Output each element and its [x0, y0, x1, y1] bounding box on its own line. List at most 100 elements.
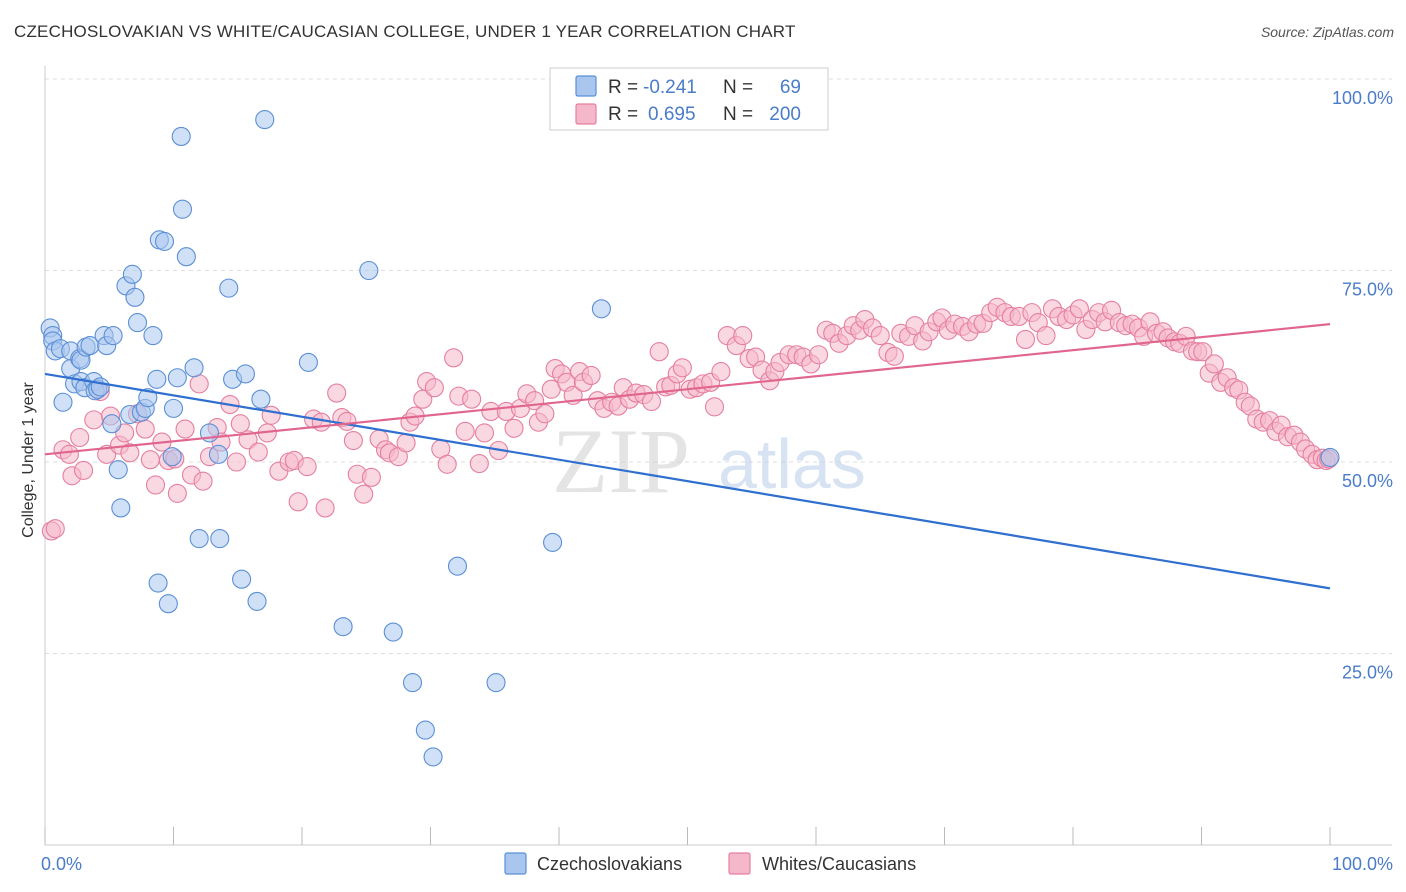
czechoslovakian-point-50 — [219, 278, 239, 298]
white-caucasian-point-7 — [84, 410, 104, 430]
white-caucasian-point-30 — [226, 452, 247, 472]
czechoslovakian-point-42 — [171, 126, 191, 146]
czechoslovakian-point-18 — [90, 377, 110, 397]
y-tick-label-1: 75.0% — [1342, 280, 1393, 300]
white-caucasian-point-66 — [462, 389, 482, 409]
legend-swatch-blue — [575, 75, 597, 97]
legend-r-label-blue: R = — [608, 77, 638, 98]
white-caucasian-point-63 — [444, 348, 464, 368]
white-caucasian-point-15 — [135, 419, 155, 439]
white-caucasian-point-99 — [672, 358, 692, 378]
watermark-atlas: atlas — [718, 425, 866, 503]
czechoslovakian-point-38 — [158, 594, 178, 614]
watermark: ZIP atlas — [552, 410, 866, 512]
y-axis-title: College, Under 1 year — [20, 382, 37, 538]
source-label: Source: ZipAtlas.com — [1260, 24, 1394, 40]
white-caucasian-point-6 — [74, 460, 94, 480]
czechoslovakian-point-57 — [298, 352, 318, 372]
czechoslovakian-point-65 — [486, 673, 506, 693]
czechoslovakian-point-21 — [102, 414, 122, 434]
legend-n-label-blue: N = — [723, 77, 753, 98]
czechoslovakian-point-67 — [591, 299, 611, 319]
white-caucasian-point-3 — [59, 444, 79, 464]
czechoslovakian-point-63 — [423, 747, 443, 767]
white-caucasian-point-50 — [361, 467, 381, 487]
czechoslovakian-point-39 — [162, 447, 182, 467]
y-tick-label-3: 25.0% — [1342, 663, 1393, 683]
white-caucasian-point-12 — [115, 423, 135, 443]
x-tick-label-1: 100.0% — [1332, 854, 1393, 874]
czechoslovakian-point-45 — [184, 358, 204, 378]
white-caucasian-point-94 — [641, 391, 662, 412]
czechoslovakian-point-5 — [53, 392, 73, 412]
czechoslovakian-point-48 — [208, 444, 229, 464]
y-tick-label-2: 50.0% — [1342, 471, 1393, 491]
white-caucasian-point-60 — [424, 378, 444, 398]
white-caucasian-trend-line — [44, 323, 1331, 456]
white-caucasian-point-33 — [248, 442, 268, 462]
watermark-zip: ZIP — [552, 410, 690, 512]
white-caucasian-point-43 — [315, 498, 335, 518]
white-caucasian-point-47 — [343, 431, 363, 451]
bottom-legend-swatch-blue — [504, 852, 527, 875]
czechoslovakian-trend-line — [44, 372, 1331, 590]
czechoslovakian-point-61 — [402, 673, 423, 693]
czechoslovakian-point-59 — [359, 260, 379, 281]
white-caucasian-point-21 — [167, 483, 187, 503]
white-caucasian-point-5 — [70, 427, 90, 448]
y-tick-label-0: 100.0% — [1332, 88, 1393, 108]
czechoslovakian-point-58 — [333, 617, 353, 637]
czechoslovakian-point-27 — [122, 264, 142, 284]
czechoslovakian-point-54 — [247, 591, 267, 611]
legend-n-value-blue: 69 — [780, 77, 801, 98]
x-tick-label-0: 0.0% — [41, 854, 82, 874]
white-caucasian-point-72 — [504, 418, 524, 438]
legend-swatch-pink — [575, 103, 597, 125]
czechoslovakian-point-55 — [251, 389, 271, 409]
czechoslovakian-point-23 — [108, 460, 128, 480]
white-caucasian-point-49 — [354, 484, 374, 504]
white-caucasian-point-24 — [189, 374, 209, 394]
series-czechoslovakians — [40, 110, 1340, 767]
white-caucasian-point-25 — [193, 471, 213, 491]
white-caucasian-point-157 — [1069, 299, 1089, 319]
bottom-legend-swatch-pink — [728, 852, 751, 875]
bottom-legend-label-blue: Czechoslovakians — [537, 854, 682, 874]
white-caucasian-point-16 — [140, 450, 160, 470]
czechoslovakian-point-33 — [143, 326, 163, 346]
white-caucasian-point-44 — [327, 383, 347, 403]
czechoslovakian-point-24 — [111, 498, 131, 518]
czechoslovakian-point-22 — [103, 326, 123, 346]
czechoslovakian-point-41 — [167, 368, 187, 388]
white-caucasian-point-149 — [1015, 329, 1036, 349]
czechoslovakian-point-60 — [383, 622, 403, 642]
white-caucasian-point-152 — [1036, 326, 1056, 346]
white-caucasian-point-85 — [581, 365, 601, 385]
czechoslovakian-point-49 — [210, 529, 230, 549]
czechoslovakian-point-43 — [172, 199, 193, 219]
czechoslovakian-point-64 — [447, 556, 468, 576]
white-caucasian-point-31 — [230, 414, 250, 434]
czechoslovakian-point-28 — [125, 287, 145, 307]
legend-n-value-pink: 200 — [769, 104, 801, 125]
white-caucasian-point-13 — [120, 443, 140, 463]
czechoslovakian-point-66 — [543, 532, 563, 552]
white-caucasian-point-130 — [884, 346, 904, 366]
white-caucasian-point-119 — [809, 345, 829, 365]
white-caucasian-point-1 — [45, 519, 65, 539]
white-caucasian-point-105 — [711, 362, 731, 382]
bottom-legend: Czechoslovakians Whites/Caucasians — [504, 852, 916, 875]
white-caucasian-point-46 — [337, 411, 357, 431]
white-caucasian-point-9 — [97, 444, 117, 464]
white-caucasian-point-108 — [733, 326, 753, 346]
czechoslovakian-point-53 — [235, 364, 256, 384]
czechoslovakian-point-68 — [1320, 447, 1340, 467]
czechoslovakian-point-35 — [148, 573, 168, 593]
czechoslovakian-point-32 — [138, 388, 158, 408]
legend-n-label-pink: N = — [723, 104, 753, 125]
white-caucasian-point-65 — [455, 421, 475, 441]
legend-r-value-pink: 0.695 — [648, 104, 696, 125]
white-caucasian-point-177 — [1193, 342, 1213, 362]
white-caucasian-point-35 — [261, 405, 281, 425]
